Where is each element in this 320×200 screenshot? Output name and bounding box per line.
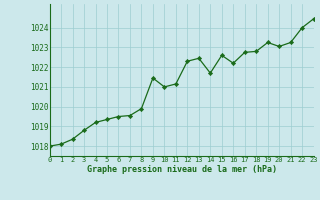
X-axis label: Graphe pression niveau de la mer (hPa): Graphe pression niveau de la mer (hPa) xyxy=(87,165,276,174)
